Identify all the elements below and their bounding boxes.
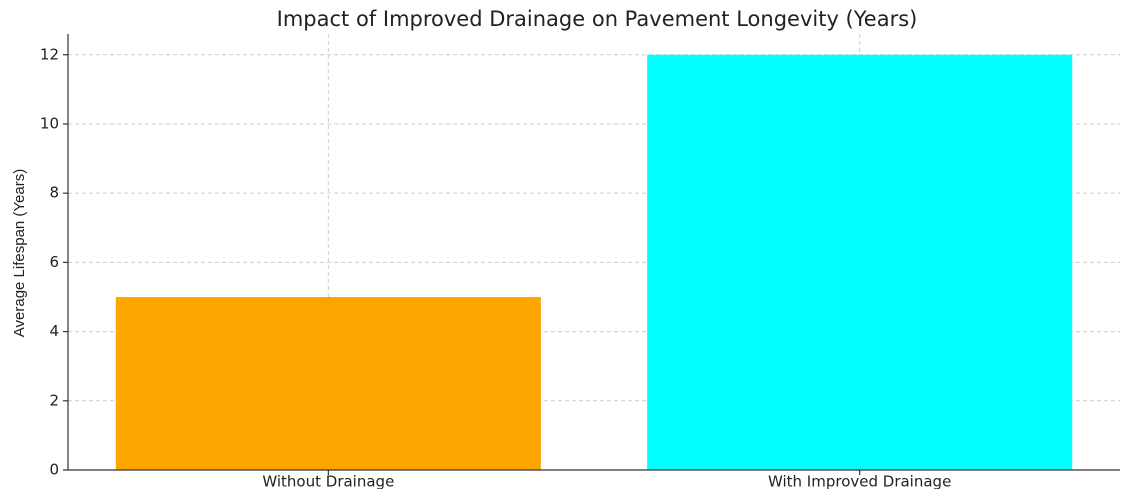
y-tick-label: 4 [49, 322, 59, 340]
y-axis-label: Average Lifespan (Years) [11, 169, 28, 337]
y-tick-label: 12 [40, 45, 59, 63]
y-tick-label: 10 [40, 114, 59, 132]
chart-title: Impact of Improved Drainage on Pavement … [277, 7, 918, 31]
x-tick-label: With Improved Drainage [768, 473, 951, 489]
y-tick-label: 8 [49, 184, 59, 202]
bar [115, 296, 541, 470]
x-tick-label: Without Drainage [262, 473, 394, 489]
y-tick-label: 6 [49, 253, 59, 271]
bar [647, 54, 1073, 471]
y-tick-label: 0 [49, 461, 59, 479]
y-tick-label: 2 [49, 391, 59, 409]
